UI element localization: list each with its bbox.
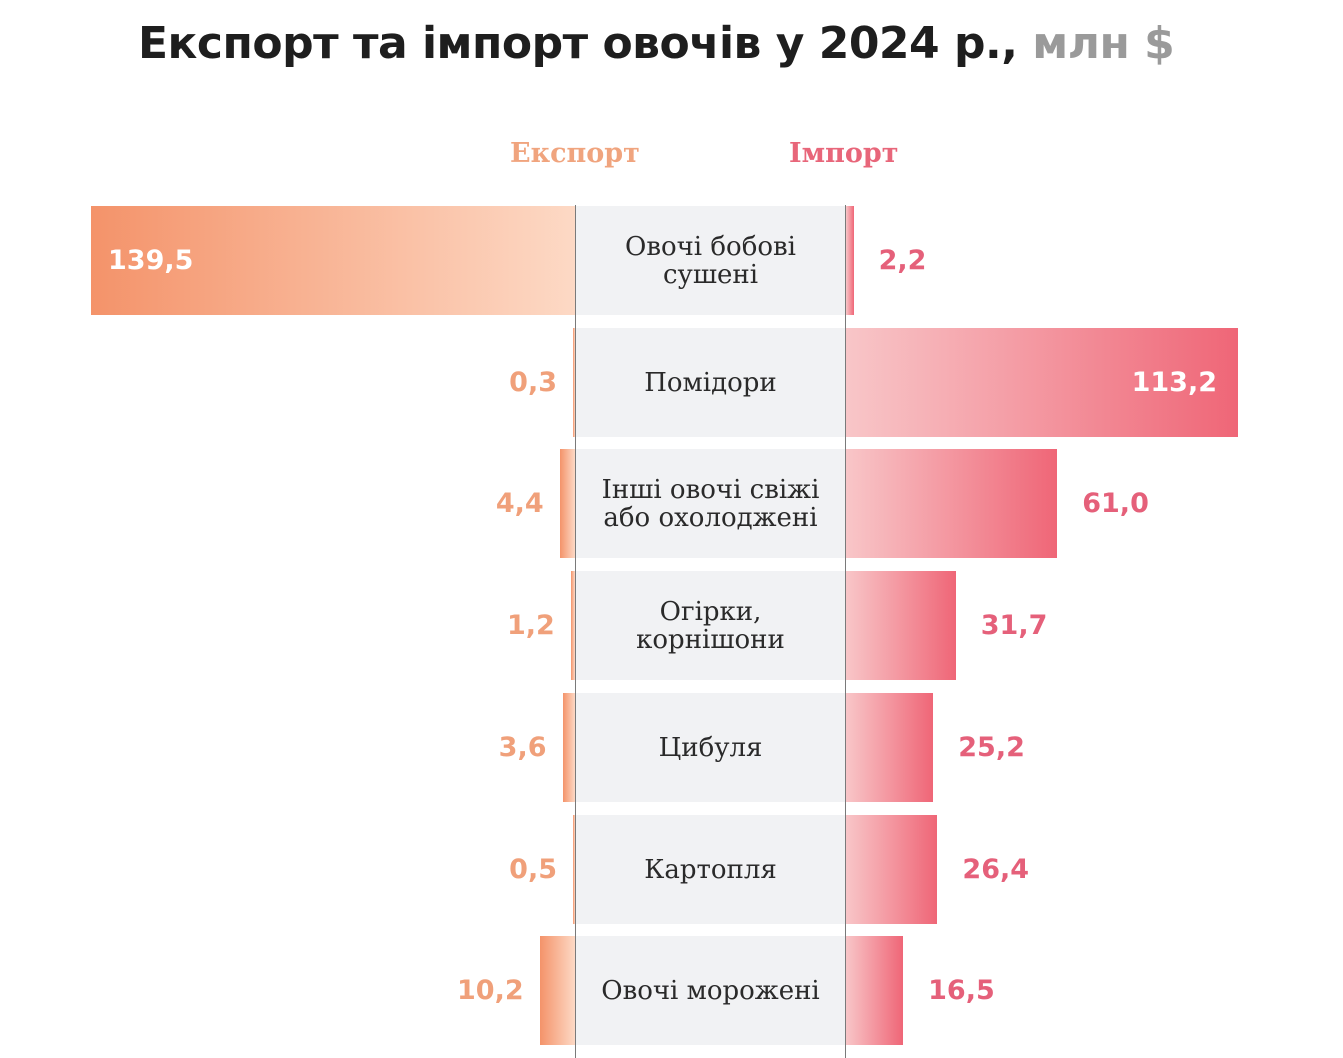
category-text-line: Інші овочі свіжі [601,474,820,505]
export-bar [570,571,575,680]
import-bar [846,571,956,680]
category-label: Цибуля [576,693,845,802]
category-text: Овочі бобові сушені [625,233,796,289]
import-value-label: 61,0 [1082,487,1149,519]
category-text-line: Помідори [644,367,777,398]
category-text: Помідори [644,369,777,397]
category-label: Помідори [576,328,845,437]
import-bar [846,328,1238,437]
import-bar [846,449,1058,558]
category-text: Картопля [644,856,777,884]
category-text: Огірки, корнішони [636,598,785,654]
category-text-line: Огірки, [659,596,762,627]
export-axis-line [575,205,576,1058]
category-text-line: або охолоджені [603,502,818,533]
category-text-line: корнішони [636,624,785,655]
export-bar [573,815,575,924]
title-unit: млн $ [1032,18,1175,69]
category-text-line: сушені [662,259,759,290]
category-text: Овочі морожені [601,977,820,1005]
import-value-label: 26,4 [962,853,1030,885]
category-label: Овочі морожені [576,936,845,1045]
import-value-label: 113,2 [1131,366,1217,398]
category-label: Інші овочі свіжі або охолоджені [576,449,845,558]
category-text-line: Картопля [644,854,777,885]
category-text-line: Овочі бобові [625,231,796,262]
export-bar [573,328,575,437]
export-bar [559,449,575,558]
export-bar [539,936,575,1045]
chart-title: Експорт та імпорт овочів у 2024 р., млн … [138,18,1175,69]
category-label: Овочі бобові сушені [576,206,845,315]
export-value-label: 4,4 [495,487,544,519]
export-value-label: 3,6 [498,731,547,763]
import-column-header: Імпорт [789,138,899,169]
category-text: Цибуля [659,734,763,762]
import-value-label: 2,2 [878,244,927,276]
category-label: Огірки, корнішони [576,571,845,680]
category-text: Інші овочі свіжі або охолоджені [602,476,820,532]
export-value-label: 139,5 [108,244,194,276]
category-text-line: Овочі морожені [601,975,820,1006]
export-value-label: 10,2 [457,974,524,1006]
title-main: Експорт та імпорт овочів у 2024 р., [138,18,1018,69]
import-bar [846,206,854,315]
export-value-label: 0,5 [509,853,557,885]
category-label: Картопля [576,815,845,924]
import-bar [846,815,938,924]
export-column-header: Експорт [510,138,640,169]
category-text-line: Цибуля [658,732,763,763]
export-bar [562,693,575,802]
import-bar [846,693,934,802]
export-value-label: 0,3 [509,366,557,398]
import-value-label: 16,5 [928,974,995,1006]
import-axis-line [845,205,846,1058]
import-bar [846,936,904,1045]
export-bar [91,206,575,315]
import-value-label: 31,7 [980,609,1048,641]
import-value-label: 25,2 [958,731,1025,763]
export-value-label: 1,2 [507,609,555,641]
